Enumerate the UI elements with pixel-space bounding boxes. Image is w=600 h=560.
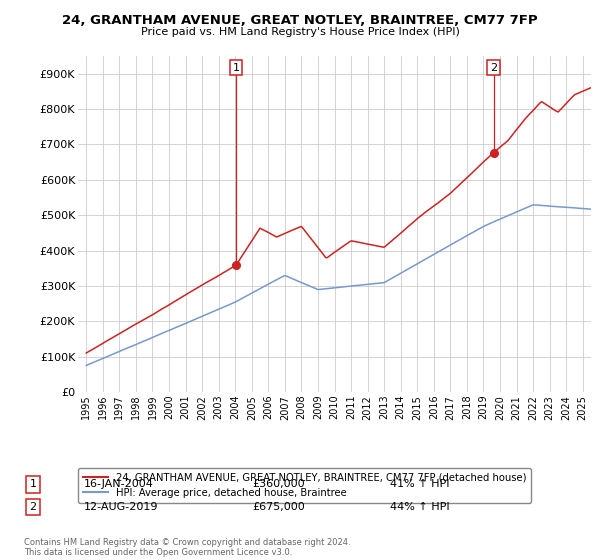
Text: £675,000: £675,000 (252, 502, 305, 512)
Text: 41% ↑ HPI: 41% ↑ HPI (390, 479, 449, 489)
Legend: 24, GRANTHAM AVENUE, GREAT NOTLEY, BRAINTREE, CM77 7FP (detached house), HPI: Av: 24, GRANTHAM AVENUE, GREAT NOTLEY, BRAIN… (78, 468, 532, 502)
Text: Price paid vs. HM Land Registry's House Price Index (HPI): Price paid vs. HM Land Registry's House … (140, 27, 460, 37)
Text: 44% ↑ HPI: 44% ↑ HPI (390, 502, 449, 512)
Text: 2: 2 (29, 502, 37, 512)
Text: £360,000: £360,000 (252, 479, 305, 489)
Text: 24, GRANTHAM AVENUE, GREAT NOTLEY, BRAINTREE, CM77 7FP: 24, GRANTHAM AVENUE, GREAT NOTLEY, BRAIN… (62, 14, 538, 27)
Text: 2: 2 (490, 63, 497, 73)
Text: 12-AUG-2019: 12-AUG-2019 (84, 502, 158, 512)
Text: 1: 1 (233, 63, 239, 73)
Text: Contains HM Land Registry data © Crown copyright and database right 2024.
This d: Contains HM Land Registry data © Crown c… (24, 538, 350, 557)
Text: 16-JAN-2004: 16-JAN-2004 (84, 479, 154, 489)
Text: 1: 1 (29, 479, 37, 489)
